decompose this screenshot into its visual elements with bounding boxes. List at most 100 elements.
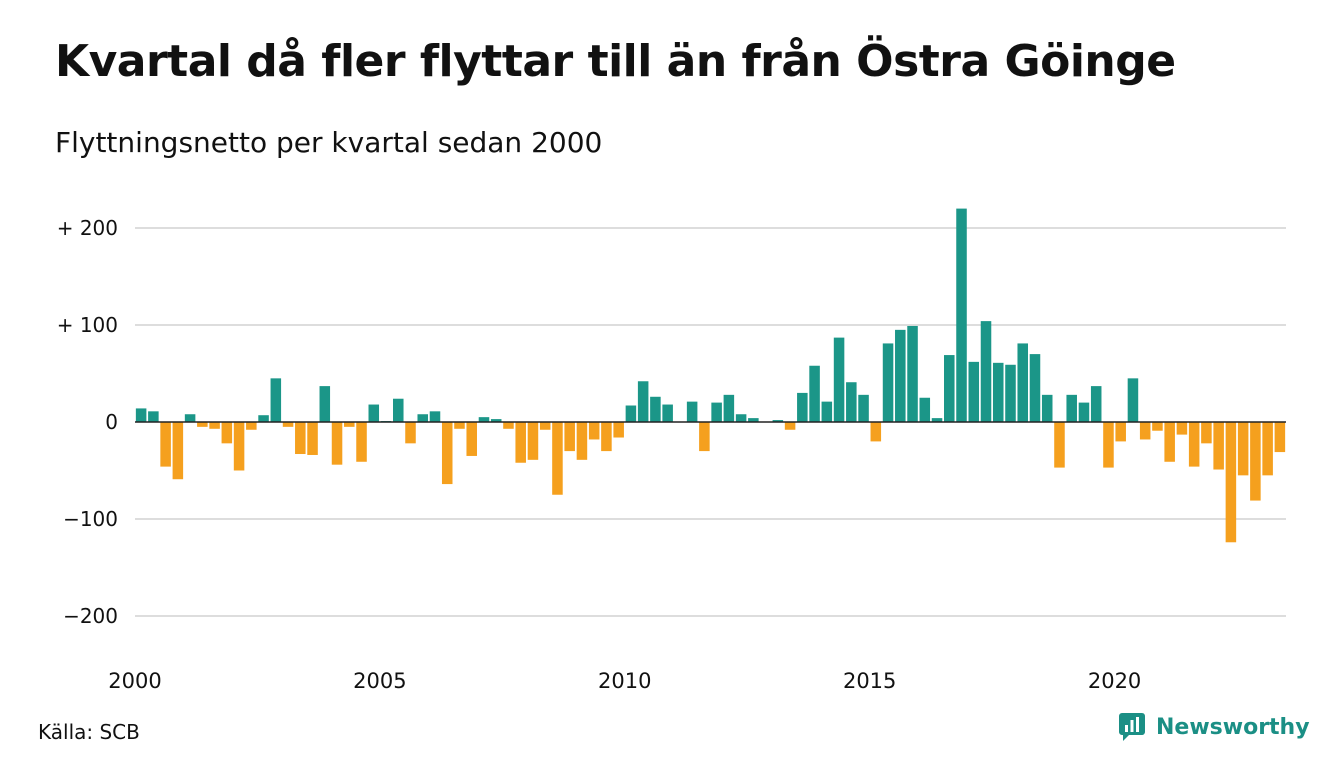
bar	[405, 422, 416, 444]
y-tick-label: 0	[105, 410, 118, 434]
bar	[515, 422, 526, 463]
bar	[1152, 422, 1163, 431]
bar	[527, 422, 539, 460]
bar	[1103, 422, 1114, 468]
x-tick-label: 2010	[598, 669, 651, 693]
bar	[882, 343, 894, 422]
bar	[1127, 378, 1139, 422]
bar	[686, 401, 698, 422]
bar	[417, 414, 429, 422]
bar	[797, 392, 808, 422]
bar	[1237, 422, 1249, 476]
bar	[1017, 343, 1028, 422]
bar	[748, 418, 759, 422]
bar	[441, 422, 453, 485]
y-tick-label: −200	[63, 604, 118, 628]
bar	[944, 355, 955, 422]
bar	[356, 422, 367, 462]
bar	[1262, 422, 1273, 476]
bar	[466, 422, 477, 456]
bar	[980, 321, 992, 422]
x-tick-label: 2000	[108, 669, 161, 693]
bar	[1054, 422, 1065, 468]
bar	[368, 404, 380, 422]
bar	[637, 381, 649, 422]
newsworthy-icon	[1119, 713, 1145, 741]
bar	[1005, 364, 1016, 422]
y-tick-label: + 200	[57, 216, 118, 240]
bar	[503, 422, 514, 429]
bar	[907, 325, 918, 422]
bar	[625, 405, 637, 422]
bar	[931, 418, 943, 422]
bar	[1176, 422, 1188, 435]
bar	[662, 404, 673, 422]
y-tick-label: −100	[63, 507, 118, 531]
bar	[258, 415, 269, 422]
bar	[992, 362, 1004, 422]
bar	[1139, 422, 1151, 440]
bar	[784, 422, 796, 430]
bar	[1201, 422, 1212, 444]
bar	[1225, 422, 1237, 543]
bar	[809, 365, 820, 422]
bar	[1066, 394, 1077, 422]
bar	[833, 337, 845, 422]
bar	[1078, 402, 1090, 422]
bar	[895, 329, 906, 422]
bar	[1188, 422, 1200, 467]
source-label: Källa: SCB	[38, 720, 140, 744]
bar	[1213, 422, 1224, 470]
bar	[772, 420, 784, 422]
brand-logo: Newsworthy	[1118, 712, 1310, 742]
bar	[723, 394, 735, 422]
bar	[490, 419, 502, 422]
bar	[601, 422, 612, 452]
bar	[539, 422, 551, 430]
bar	[1115, 422, 1126, 442]
bar	[1274, 422, 1286, 453]
bar	[735, 414, 747, 422]
bar	[1029, 354, 1041, 422]
bar	[699, 422, 710, 452]
bar	[821, 401, 833, 422]
x-tick-label: 2015	[843, 669, 896, 693]
bar	[1164, 422, 1175, 462]
bar	[295, 422, 306, 455]
brand-name: Newsworthy	[1156, 714, 1310, 740]
bar	[576, 422, 588, 460]
bar	[307, 422, 318, 455]
bar	[956, 208, 967, 422]
bar	[846, 382, 857, 422]
y-tick-label: + 100	[57, 313, 118, 337]
bar	[858, 394, 869, 422]
bar	[478, 417, 490, 422]
bar	[246, 422, 257, 430]
bar	[233, 422, 245, 471]
bar	[870, 422, 882, 442]
bar	[429, 411, 441, 422]
bar	[711, 402, 722, 422]
bar	[393, 398, 404, 422]
bar	[968, 361, 980, 422]
bar	[135, 408, 147, 422]
bar	[1041, 394, 1053, 422]
chart-title: Kvartal då fler flyttar till än från Öst…	[55, 36, 1176, 87]
bar	[564, 422, 575, 452]
bar	[160, 422, 171, 467]
bar	[1090, 386, 1102, 422]
bar	[209, 422, 220, 429]
bar	[650, 396, 661, 422]
bar	[1250, 422, 1261, 501]
bar	[613, 422, 624, 438]
chart-subtitle: Flyttningsnetto per kvartal sedan 2000	[55, 126, 603, 159]
bar	[919, 397, 931, 422]
bar	[331, 422, 343, 465]
bar	[282, 422, 294, 427]
bar	[319, 386, 331, 422]
bar	[184, 414, 196, 422]
bar	[197, 422, 208, 427]
bar	[344, 422, 355, 427]
bar	[148, 411, 159, 422]
